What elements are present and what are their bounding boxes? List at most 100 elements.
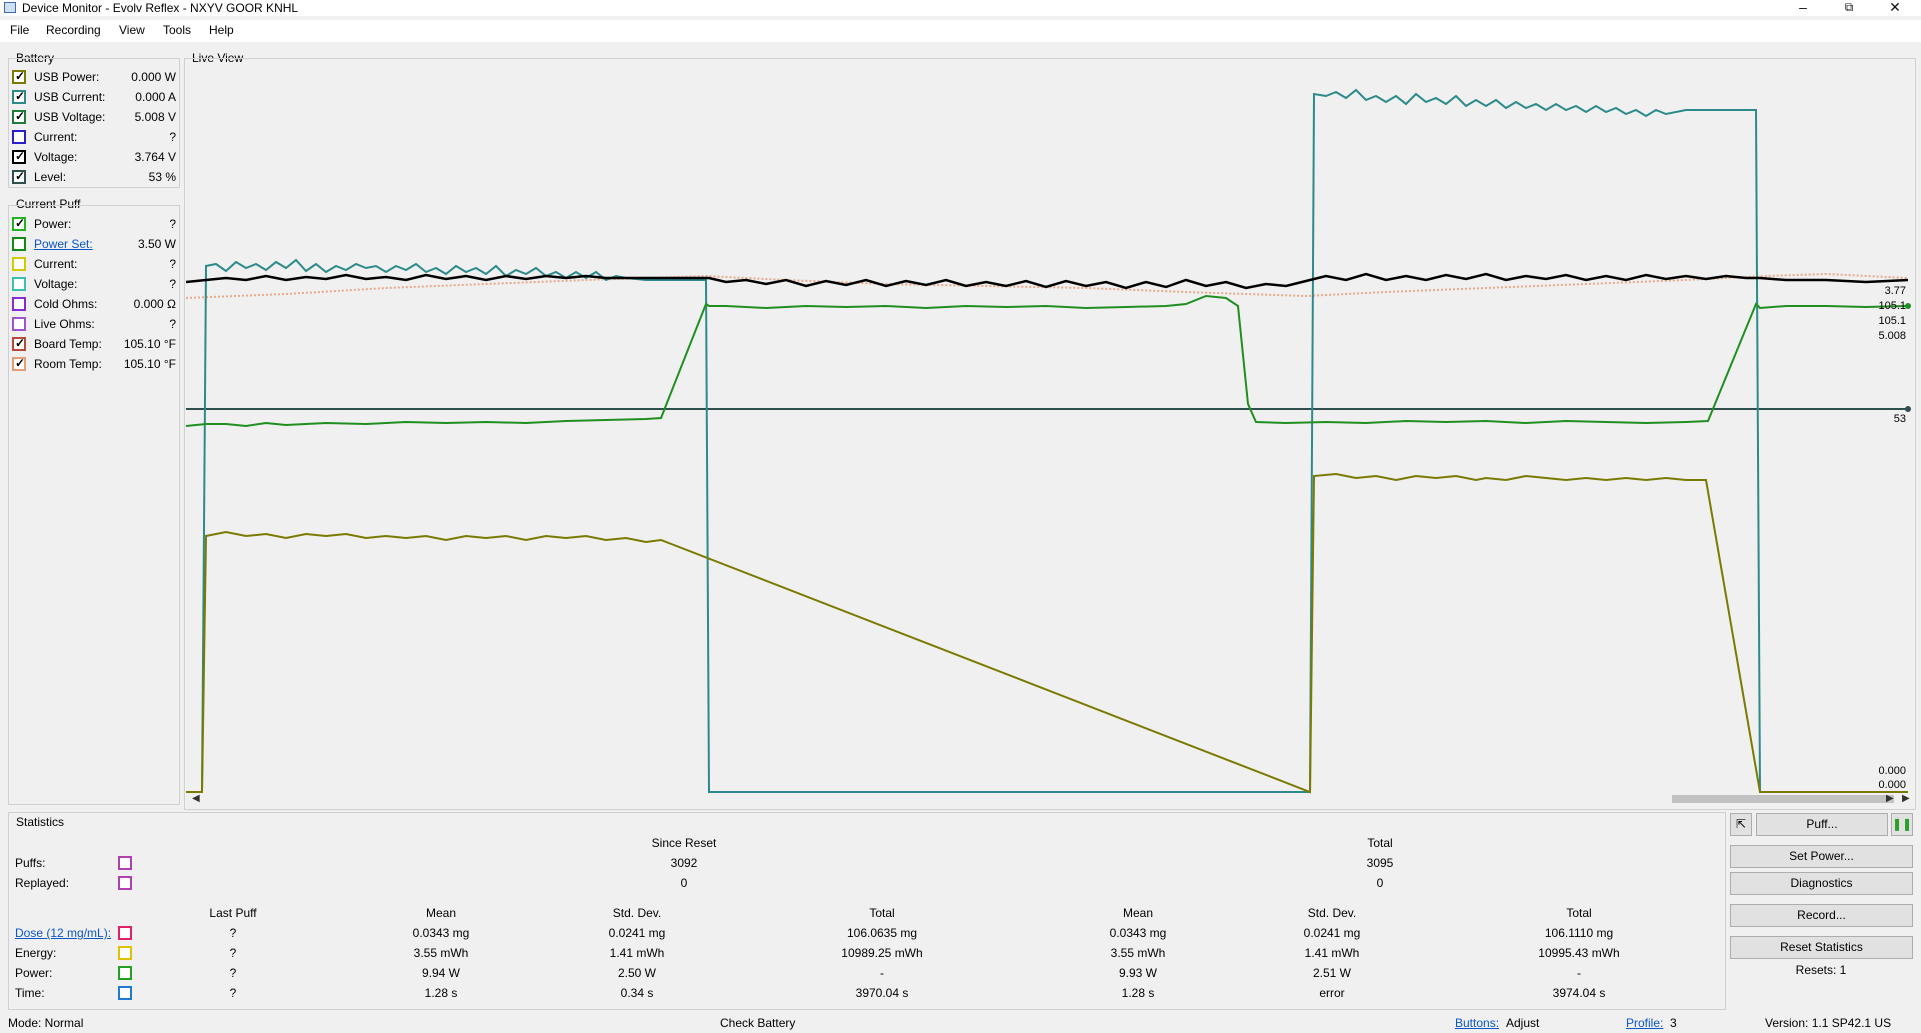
puffs-checkbox[interactable] xyxy=(118,856,132,870)
minimize-button[interactable]: – xyxy=(1799,0,1807,15)
menu-file[interactable]: File xyxy=(10,23,30,37)
scroll-left-icon[interactable]: ◀ xyxy=(192,793,200,804)
stats-cell: 106.0635 mg xyxy=(846,926,918,940)
stats-cell: 9.93 W xyxy=(1118,966,1158,980)
battery-label: USB Power: xyxy=(34,70,100,84)
current-puff-value: ? xyxy=(169,317,176,331)
live-view-panel xyxy=(184,58,1916,810)
battery-checkbox[interactable]: ✓ xyxy=(12,89,26,104)
battery-row: ✓ USB Voltage: 5.008 V xyxy=(10,108,176,126)
pin-button[interactable]: ⇱ xyxy=(1730,813,1752,836)
close-button[interactable]: ✕ xyxy=(1889,0,1901,15)
stats-cell: 1.28 s xyxy=(424,986,458,1000)
battery-group xyxy=(8,58,180,188)
current-puff-label: Live Ohms: xyxy=(34,317,95,331)
resets-count: Resets: 1 xyxy=(1795,963,1847,977)
current-puff-label[interactable]: Power Set: xyxy=(34,237,93,251)
current-puff-value: 105.10 °F xyxy=(123,357,176,371)
status-profile-link[interactable]: Profile: xyxy=(1626,1016,1664,1030)
stats-cell: 3970.04 s xyxy=(855,986,909,1000)
stats-cell: 10995.43 mWh xyxy=(1538,946,1620,960)
battery-value: 3.764 V xyxy=(134,150,176,164)
scroll-end-icon[interactable]: ▶ xyxy=(1902,793,1910,804)
power-series-line xyxy=(186,294,1909,428)
menu-view[interactable]: View xyxy=(119,23,145,37)
live-view-chart[interactable]: 3.77 105.1 105.1 5.008 53 0.000 0.000 xyxy=(186,66,1914,800)
battery-checkbox[interactable]: ✓ xyxy=(12,169,26,184)
menu-help[interactable]: Help xyxy=(209,23,234,37)
puffs-since-reset: 3092 xyxy=(670,856,698,870)
stats-row-checkbox[interactable] xyxy=(118,946,132,960)
temp-series-line xyxy=(186,272,1909,299)
check-icon: ✓ xyxy=(15,216,26,230)
current-puff-row: Power Set: 3.50 W xyxy=(10,235,176,253)
current-puff-row: Live Ohms:? xyxy=(10,315,176,333)
current-puff-checkbox[interactable] xyxy=(12,317,26,331)
stats-cell: - xyxy=(1577,966,1581,980)
replayed-checkbox[interactable] xyxy=(118,876,132,890)
current-puff-checkbox[interactable] xyxy=(12,297,26,311)
stats-column-header: Mean xyxy=(425,906,457,920)
battery-row: Current:? xyxy=(10,128,176,146)
usb-current-series-line xyxy=(186,88,1908,793)
right-label-level: 53 xyxy=(1894,413,1906,425)
stats-cell: 1.41 mWh xyxy=(1304,946,1360,960)
stats-row-label[interactable]: Dose (12 mg/mL): xyxy=(15,926,112,940)
reset-statistics-button[interactable]: Reset Statistics xyxy=(1730,936,1913,959)
diagnostics-button[interactable]: Diagnostics xyxy=(1730,872,1913,895)
live-view-scrollbar[interactable]: ◀ ▶ ▶ xyxy=(186,792,1914,806)
battery-checkbox[interactable]: ✓ xyxy=(12,149,26,164)
record-button[interactable]: Record... xyxy=(1730,904,1913,927)
replayed-label: Replayed: xyxy=(15,876,70,890)
status-buttons-link[interactable]: Buttons: xyxy=(1455,1016,1500,1030)
stats-cell: error xyxy=(1319,986,1345,1000)
battery-row: ✓ Voltage: 3.764 V xyxy=(10,148,176,166)
scroll-thumb[interactable] xyxy=(1672,795,1894,803)
menu-tools[interactable]: Tools xyxy=(163,23,192,37)
current-puff-value: ? xyxy=(169,217,176,231)
restore-button[interactable]: ⧉ xyxy=(1844,0,1854,14)
stats-column-header: Std. Dev. xyxy=(1307,906,1357,920)
scroll-right-icon[interactable]: ▶ xyxy=(1886,793,1894,804)
stats-column-header: Total xyxy=(869,906,895,920)
current-puff-label: Current: xyxy=(34,257,78,271)
current-puff-checkbox[interactable]: ✓ xyxy=(12,336,26,351)
battery-checkbox[interactable]: ✓ xyxy=(12,109,26,124)
check-icon: ✓ xyxy=(15,356,26,370)
stats-row-checkbox[interactable] xyxy=(118,926,132,940)
battery-value: 53 % xyxy=(148,170,176,184)
check-icon: ✓ xyxy=(15,149,26,163)
stats-cell: ? xyxy=(229,986,237,1000)
since-reset-header: Since Reset xyxy=(651,836,717,850)
stats-cell: 0.34 s xyxy=(620,986,654,1000)
menu-recording[interactable]: Recording xyxy=(46,23,101,37)
stats-row-checkbox[interactable] xyxy=(118,966,132,980)
current-puff-value: ? xyxy=(169,257,176,271)
title-bar: Device Monitor - Evolv Reflex - NXYV GOO… xyxy=(0,0,1921,16)
stats-row-label: Energy: xyxy=(15,946,57,960)
puff-button[interactable]: Puff... xyxy=(1756,813,1888,836)
current-puff-checkbox[interactable] xyxy=(12,257,26,271)
current-puff-checkbox[interactable] xyxy=(12,277,26,291)
stats-cell: 3974.04 s xyxy=(1552,986,1606,1000)
status-check-battery: Check Battery xyxy=(720,1016,796,1030)
current-puff-value: ? xyxy=(169,277,176,291)
stats-cell: 0.0343 mg xyxy=(412,926,470,940)
pause-button[interactable]: ❚❚ xyxy=(1891,813,1913,836)
check-icon: ✓ xyxy=(15,69,26,83)
set-power-button[interactable]: Set Power... xyxy=(1730,845,1913,868)
battery-row: ✓ USB Power: 0.000 W xyxy=(10,68,176,86)
current-puff-value: 105.10 °F xyxy=(123,337,176,351)
current-puff-group-label: Current Puff xyxy=(16,197,81,211)
current-puff-checkbox[interactable]: ✓ xyxy=(12,216,26,231)
current-puff-checkbox[interactable]: ✓ xyxy=(12,356,26,371)
stats-cell: 3.55 mWh xyxy=(1110,946,1166,960)
current-puff-checkbox[interactable] xyxy=(12,237,26,251)
battery-checkbox[interactable] xyxy=(12,130,26,144)
battery-label: USB Current: xyxy=(34,90,106,104)
stats-cell: 0.0343 mg xyxy=(1109,926,1167,940)
battery-checkbox[interactable]: ✓ xyxy=(12,69,26,84)
level-series-end-dot xyxy=(1905,406,1911,412)
stats-row-checkbox[interactable] xyxy=(118,986,132,1000)
battery-label: Current: xyxy=(34,130,78,144)
